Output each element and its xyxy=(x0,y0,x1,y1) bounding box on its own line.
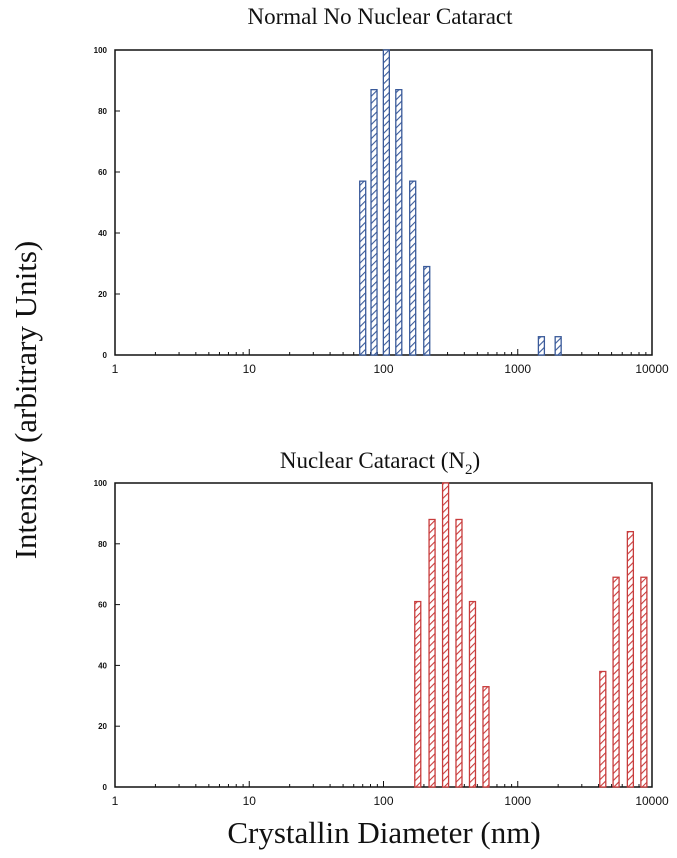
x-tick-label: 100 xyxy=(373,362,393,376)
x-tick-label: 1 xyxy=(112,794,119,808)
title-subscript: 2 xyxy=(465,462,473,478)
x-tick-label: 1000 xyxy=(504,794,531,808)
bar xyxy=(626,530,635,788)
bar xyxy=(359,180,367,356)
chart-title-normal: Normal No Nuclear Cataract xyxy=(247,4,513,29)
y-tick-label: 40 xyxy=(98,661,107,670)
bar xyxy=(423,265,431,356)
chart-panel-cataract: Nuclear Cataract (N2) 0 20 40 60 80 100 1 10 100… xyxy=(94,448,669,808)
bar xyxy=(599,670,607,788)
plot-area-cataract xyxy=(114,482,653,788)
bar xyxy=(428,518,436,788)
y-tick-label: 20 xyxy=(98,722,107,731)
chart-panel-normal: Normal No Nuclear Cataract 0 20 40 60 80 100 1… xyxy=(94,4,669,376)
y-axis-label: Intensity (arbitrary Units) xyxy=(8,241,43,560)
x-tick-label: 1000 xyxy=(504,362,531,376)
x-tick-label: 1 xyxy=(112,362,119,376)
x-axis-label: Crystallin Diameter (nm) xyxy=(227,815,540,850)
bar xyxy=(370,89,378,356)
bar xyxy=(537,336,546,356)
y-tick-label: 0 xyxy=(103,351,108,360)
y-tick-label: 0 xyxy=(103,783,108,792)
bar xyxy=(382,49,390,356)
x-tick-label: 10000 xyxy=(635,794,669,808)
bar xyxy=(612,576,620,788)
y-tick-label: 100 xyxy=(94,479,108,488)
bar xyxy=(441,482,450,788)
bar xyxy=(554,336,562,356)
marks-cataract: 0 20 40 60 80 100 1 10 100 1000 10000 xyxy=(94,479,669,808)
x-tick-label: 10000 xyxy=(635,362,669,376)
y-tick-label: 100 xyxy=(94,46,108,55)
x-tick-label: 10 xyxy=(243,362,257,376)
bar xyxy=(414,600,422,788)
y-tick-label: 40 xyxy=(98,229,107,238)
bar xyxy=(640,576,648,788)
y-tick-label: 60 xyxy=(98,601,107,610)
bar xyxy=(395,89,403,356)
y-tick-label: 60 xyxy=(98,168,107,177)
bar xyxy=(409,180,417,356)
chart-title-cataract: Nuclear Cataract (N2) xyxy=(280,448,480,478)
bar xyxy=(482,686,490,788)
x-tick-label: 10 xyxy=(243,794,257,808)
y-tick-label: 80 xyxy=(98,107,107,116)
y-tick-label: 80 xyxy=(98,540,107,549)
x-tick-label: 100 xyxy=(373,794,393,808)
y-tick-label: 20 xyxy=(98,290,107,299)
marks-normal: 0 20 40 60 80 100 1 10 100 1000 10000 xyxy=(94,46,669,376)
bar xyxy=(455,518,463,788)
bar xyxy=(468,600,477,788)
